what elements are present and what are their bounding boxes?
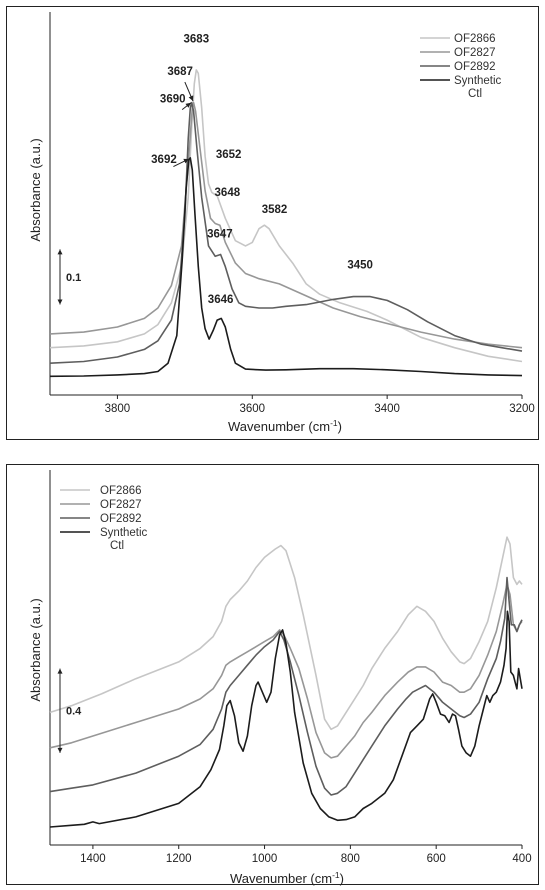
legend-label: Synthetic bbox=[454, 75, 502, 87]
legend-label: Ctl bbox=[468, 88, 482, 100]
x-tick-label: 1000 bbox=[252, 853, 278, 865]
peak-label: 3692 bbox=[151, 154, 177, 166]
series-line-of2892 bbox=[49, 576, 523, 796]
scale-bar-label: 0.1 bbox=[66, 272, 81, 284]
legend-entry-of2892: OF2892 bbox=[60, 513, 142, 525]
bottom-y-axis-title: Absorbance (a.u.) bbox=[28, 598, 43, 701]
peak-label: 3648 bbox=[215, 187, 241, 199]
peak-label: 3582 bbox=[262, 204, 288, 216]
scale-bar-head bbox=[57, 668, 63, 674]
legend-label: OF2866 bbox=[454, 33, 496, 45]
legend-label: OF2892 bbox=[100, 513, 142, 525]
x-tick-label: 1200 bbox=[166, 853, 192, 865]
bottom-ftir-panel: 1400 1200 1000 800 600 400 0.4 OF2866 OF2827 OF28… bbox=[6, 464, 539, 886]
series-line-synthetic bbox=[49, 610, 523, 828]
series-line-of2892 bbox=[49, 101, 523, 364]
scale-bar-head bbox=[57, 249, 63, 255]
legend-label: Ctl bbox=[110, 540, 124, 552]
peak-label: 3652 bbox=[216, 149, 242, 161]
series-line-of2827 bbox=[49, 101, 523, 349]
x-tick-label: 3600 bbox=[239, 403, 265, 415]
legend-label: OF2892 bbox=[454, 61, 496, 73]
peak-arrow-head bbox=[188, 95, 194, 101]
legend-label: OF2827 bbox=[454, 47, 496, 59]
x-tick-label: 800 bbox=[341, 853, 360, 865]
x-tick-label: 3400 bbox=[374, 403, 400, 415]
peak-arrow-head bbox=[183, 158, 189, 164]
peak-label: 3647 bbox=[207, 228, 233, 240]
top-plot-area: 3800 3600 3400 3200 3683 3687 3690 3652 3692 3648… bbox=[49, 12, 535, 415]
bottom-plot-area: 1400 1200 1000 800 600 400 0.4 OF2866 OF2827 OF28… bbox=[49, 470, 532, 865]
top-ftir-panel: 3800 3600 3400 3200 3683 3687 3690 3652 3692 3648… bbox=[6, 6, 539, 440]
series-line-of2827 bbox=[49, 583, 523, 759]
peak-label: 3450 bbox=[347, 259, 373, 271]
top-x-axis-title: Wavenumber (cm-1) bbox=[228, 418, 342, 434]
top-panel-frame bbox=[6, 6, 539, 440]
legend-label: OF2866 bbox=[100, 485, 142, 497]
scale-bar-head bbox=[57, 299, 63, 305]
peak-label: 3690 bbox=[160, 94, 186, 106]
legend-label: OF2827 bbox=[100, 499, 142, 511]
legend-entry-of2827: OF2827 bbox=[420, 47, 496, 59]
peak-label: 3683 bbox=[184, 33, 210, 45]
series-line-of2866 bbox=[49, 536, 523, 731]
x-tick-label: 3800 bbox=[105, 403, 131, 415]
bottom-x-axis-title: Wavenumber (cm-1) bbox=[230, 870, 344, 886]
x-tick-label: 1400 bbox=[80, 853, 106, 865]
scale-bar-label: 0.4 bbox=[66, 706, 82, 718]
legend-label: Synthetic bbox=[100, 527, 148, 539]
x-tick-label: 3200 bbox=[509, 403, 535, 415]
legend-entry-of2866: OF2866 bbox=[420, 33, 496, 45]
x-tick-label: 600 bbox=[427, 853, 446, 865]
x-tick-label: 400 bbox=[512, 853, 531, 865]
bottom-panel-frame bbox=[6, 464, 539, 885]
peak-label: 3687 bbox=[167, 66, 193, 78]
peak-arrow-head bbox=[185, 102, 191, 108]
legend-entry-of2892: OF2892 bbox=[420, 61, 496, 73]
scale-bar-head bbox=[57, 747, 63, 753]
legend-entry-of2827: OF2827 bbox=[60, 499, 142, 511]
series-line-of2866 bbox=[49, 69, 523, 363]
peak-label: 3646 bbox=[208, 294, 234, 306]
top-y-axis-title: Absorbance (a.u.) bbox=[28, 138, 43, 241]
legend-entry-of2866: OF2866 bbox=[60, 485, 142, 497]
series-line-synthetic bbox=[49, 157, 523, 378]
